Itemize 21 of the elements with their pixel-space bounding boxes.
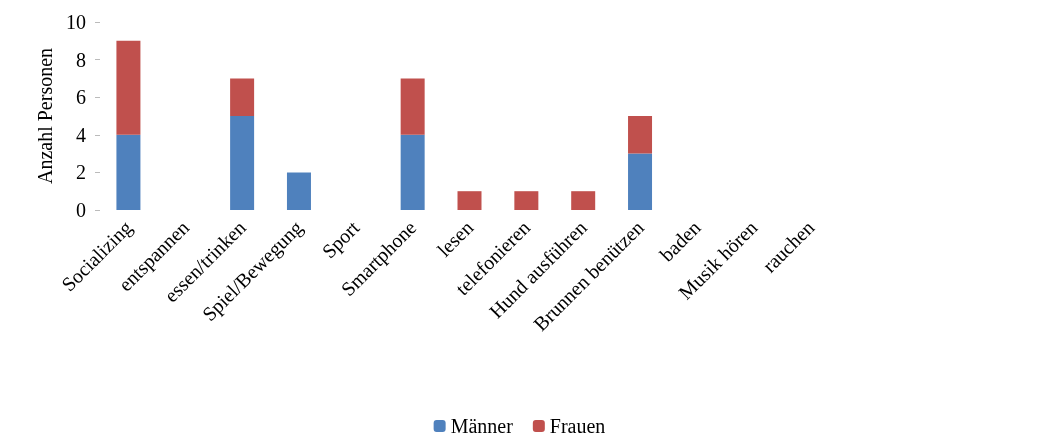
- bar: [571, 191, 596, 210]
- y-axis-title: Anzahl Personen: [34, 47, 57, 185]
- legend-label: Männer: [450, 415, 514, 437]
- y-tick-label: 0: [76, 199, 86, 221]
- bar: [628, 153, 653, 210]
- bar: [116, 134, 141, 210]
- bar: [514, 191, 539, 210]
- y-tick-label: 2: [76, 161, 86, 184]
- y-tick-label: 6: [76, 86, 86, 109]
- bar: [457, 191, 482, 210]
- y-tick-label: 8: [76, 48, 86, 71]
- legend-label: Frauen: [549, 415, 606, 437]
- y-tick-label: 10: [66, 11, 86, 33]
- bar: [628, 116, 653, 154]
- bar: [286, 172, 311, 210]
- bar: [230, 78, 255, 116]
- bar: [400, 134, 425, 210]
- bar: [400, 78, 425, 135]
- bar: [230, 116, 255, 210]
- bar: [116, 40, 141, 135]
- y-tick-label: 4: [76, 123, 86, 146]
